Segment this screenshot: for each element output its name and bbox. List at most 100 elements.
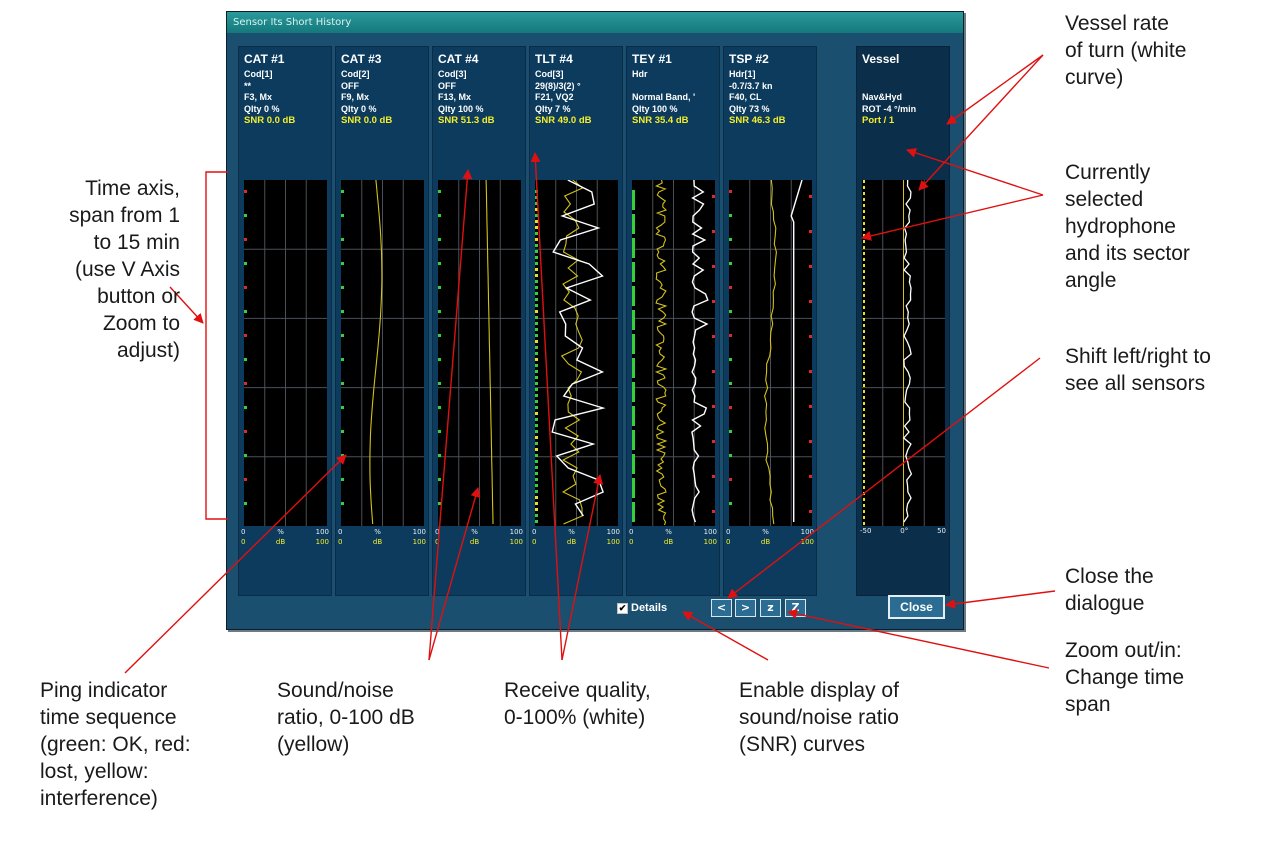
hydrophone-marker — [863, 486, 865, 489]
ping-indicator — [809, 195, 812, 198]
sensor-code: Hdr[1] — [729, 69, 756, 79]
ping-indicator — [535, 442, 538, 445]
checkbox-icon[interactable]: ✔ — [617, 602, 628, 614]
ping-indicator — [535, 406, 538, 409]
ping-indicator — [712, 265, 715, 268]
ping-indicator — [535, 286, 538, 289]
time-axis-bracket — [205, 171, 228, 520]
ping-indicator — [729, 478, 732, 481]
zoom-in-button[interactable]: Z — [785, 599, 806, 617]
ping-indicator — [809, 370, 812, 373]
ping-indicator — [809, 335, 812, 338]
hydrophone-marker — [863, 408, 865, 411]
shift-left-button[interactable]: < — [711, 599, 732, 617]
ping-indicator — [712, 370, 715, 373]
sensor-code: Hdr — [632, 69, 648, 79]
ping-indicator — [341, 310, 344, 313]
quality-axis-labels: 0% 100 — [532, 528, 620, 536]
hydrophone-marker — [863, 264, 865, 267]
close-button[interactable]: Close — [888, 595, 945, 619]
hydrophone-marker — [863, 480, 865, 483]
zoom-out-button[interactable]: z — [760, 599, 781, 617]
hydrophone-marker — [863, 240, 865, 243]
ping-indicator — [535, 220, 538, 223]
ping-indicator — [535, 304, 538, 307]
shift-right-button[interactable]: > — [735, 599, 756, 617]
hydrophone-marker — [863, 222, 865, 225]
ping-indicator — [535, 370, 538, 373]
quality-axis-labels: 0% 100 — [338, 528, 426, 536]
dialog-title: Sensor Its Short History — [227, 12, 963, 33]
snr-axis-labels: 0 dB 100 — [726, 538, 814, 546]
sensor-snr: SNR 46.3 dB — [729, 115, 786, 126]
sensor-frequency: F21, VQ2 — [535, 92, 574, 102]
hydrophone-marker — [863, 216, 865, 219]
hydrophone-marker — [863, 252, 865, 255]
sensor-plot — [729, 180, 812, 526]
sensor-quality: Qlty 100 % — [438, 103, 484, 114]
sensor-name: TEY #1 — [632, 52, 672, 66]
hydrophone-marker — [863, 450, 865, 453]
sensor-frequency: F13, Mx — [438, 92, 472, 102]
ping-indicator — [535, 226, 538, 229]
snr-axis-labels: 0 dB 100 — [241, 538, 329, 546]
ping-indicator — [244, 478, 247, 481]
ping-indicator — [535, 496, 538, 499]
sensor-name: TLT #4 — [535, 52, 573, 66]
hydrophone-marker — [863, 312, 865, 315]
ping-indicator — [712, 195, 715, 198]
details-checkbox[interactable]: ✔ Details — [617, 601, 667, 615]
hydrophone-marker — [863, 456, 865, 459]
hydrophone-marker — [863, 462, 865, 465]
hydrophone-marker — [863, 288, 865, 291]
hydrophone-marker — [863, 324, 865, 327]
vessel-rot: ROT -4 °/min — [862, 103, 917, 114]
snr-curve — [369, 180, 383, 525]
ping-indicator — [535, 238, 538, 241]
ping-indicator — [244, 382, 247, 385]
ping-indicator — [438, 502, 441, 505]
ping-indicator — [729, 454, 732, 457]
ping-indicator — [712, 300, 715, 303]
sensor-history-dialog: Sensor Its Short History CAT #1 Cod[1] *… — [226, 11, 964, 630]
hydrophone-marker — [863, 402, 865, 405]
snr-axis-labels: 0 dB 100 — [532, 538, 620, 546]
annotation-zoom: Zoom out/in: Change time span — [1065, 639, 1185, 716]
ping-indicator — [535, 352, 538, 355]
ping-indicator — [632, 238, 635, 258]
sensor-name: CAT #4 — [438, 52, 479, 66]
ping-indicator — [244, 334, 247, 337]
ping-indicator — [438, 430, 441, 433]
ping-indicator — [535, 316, 538, 319]
ping-indicator — [438, 454, 441, 457]
ping-indicator — [244, 454, 247, 457]
ping-indicator — [341, 382, 344, 385]
ping-indicator — [535, 394, 538, 397]
ping-indicator — [438, 382, 441, 385]
hydrophone-marker — [863, 306, 865, 309]
hydrophone-marker — [863, 210, 865, 213]
annotation-details: Enable display of sound/noise ratio (SNR… — [739, 679, 899, 756]
vessel-header: Vessel Nav&Hyd ROT -4 °/min Port / 1 — [862, 52, 947, 127]
ping-indicator — [632, 454, 635, 474]
sensor-code: Cod[2] — [341, 69, 370, 79]
quality-axis-labels: 0% 100 — [629, 528, 717, 536]
ping-indicator — [729, 238, 732, 241]
ping-indicator — [244, 262, 247, 265]
ping-indicator — [632, 286, 635, 306]
sensor-code: Cod[3] — [535, 69, 564, 79]
ping-indicator — [535, 280, 538, 283]
quality-axis-labels: 0% 100 — [726, 528, 814, 536]
vessel-hydrophone: Port / 1 — [862, 115, 895, 126]
ping-indicator — [729, 262, 732, 265]
ping-indicator — [632, 502, 635, 522]
ping-indicator — [341, 286, 344, 289]
ping-indicator — [244, 358, 247, 361]
hydrophone-marker — [863, 342, 865, 345]
hydrophone-marker — [863, 444, 865, 447]
ping-indicator — [535, 196, 538, 199]
hydrophone-marker — [863, 228, 865, 231]
hydrophone-marker — [863, 294, 865, 297]
sensor-quality: Qlty 0 % — [244, 103, 280, 114]
ping-indicator — [535, 346, 538, 349]
